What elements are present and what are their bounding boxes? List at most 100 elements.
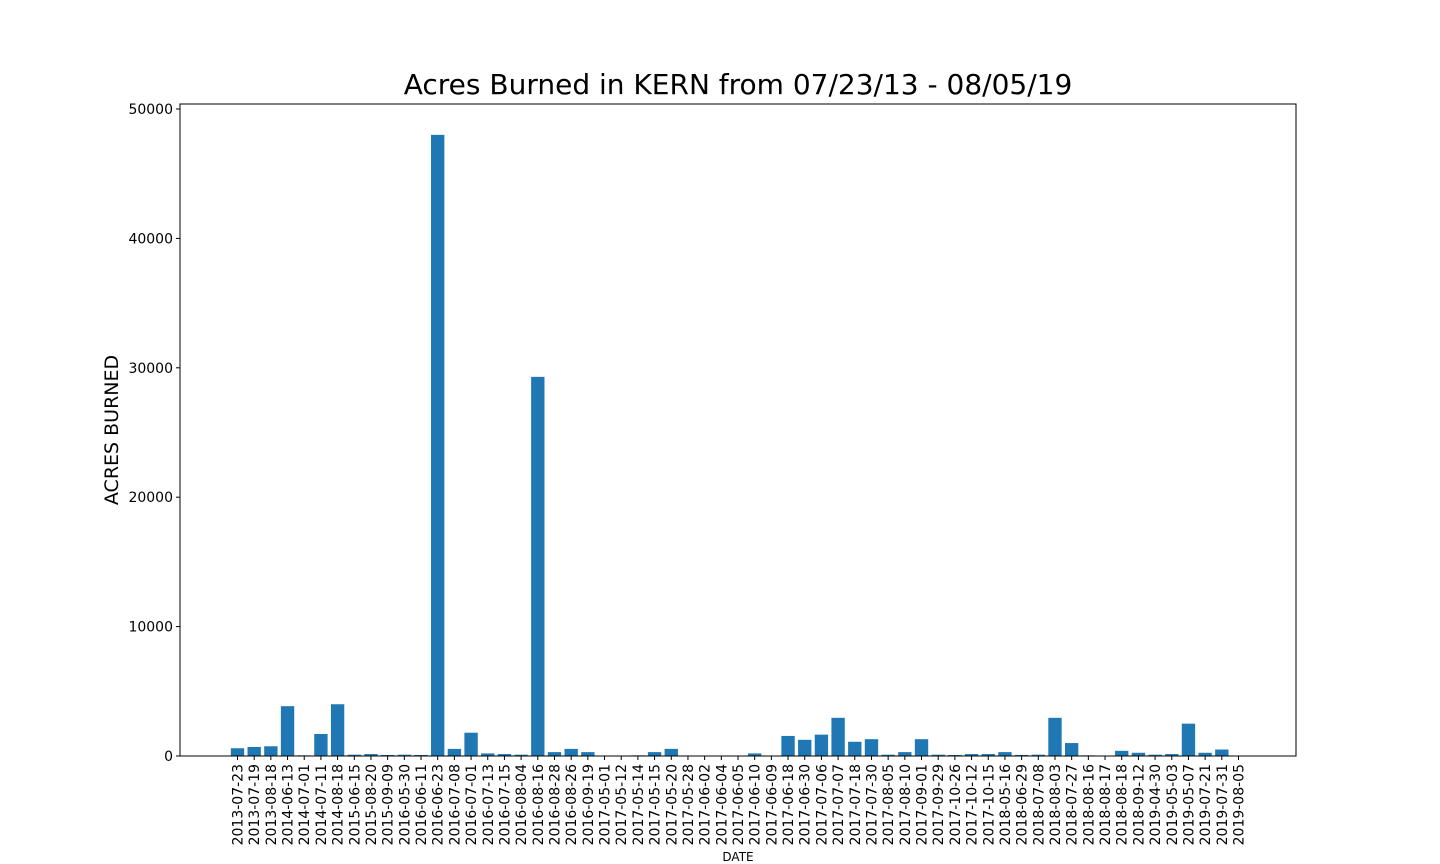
bar <box>848 741 862 756</box>
bar <box>1131 752 1146 756</box>
y-tick-label: 30000 <box>128 361 173 377</box>
bar <box>814 734 829 756</box>
x-tick-label: 2017-06-18 <box>781 764 797 845</box>
x-tick-label: 2016-08-26 <box>564 764 580 845</box>
bar <box>1115 750 1129 756</box>
bar <box>664 748 678 756</box>
x-tick-label: 2017-07-07 <box>831 764 847 845</box>
x-tick-label: 2017-08-05 <box>881 764 897 845</box>
x-tick-label: 2017-05-20 <box>664 764 680 845</box>
x-tick-label: 2017-10-26 <box>948 764 964 845</box>
x-ticks-group: 2013-07-23 2013-07-19 2013-08-18 2014-06-13… <box>231 756 1248 845</box>
x-tick-label: 2017-06-05 <box>731 764 747 845</box>
x-tick-label: 2019-05-07 <box>1181 764 1197 845</box>
x-tick-label: 2017-05-01 <box>598 764 614 845</box>
bar <box>1064 743 1079 756</box>
x-tick-label: 2018-08-03 <box>1048 764 1064 845</box>
x-tick-label: 2018-06-29 <box>1015 764 1031 845</box>
x-tick-label: 2016-07-13 <box>481 764 497 845</box>
x-tick-label: 2017-07-30 <box>864 764 880 845</box>
bar <box>230 748 245 756</box>
x-tick-label: 2017-10-15 <box>981 764 997 845</box>
bar <box>898 752 912 756</box>
x-tick-label: 2019-08-05 <box>1232 764 1248 845</box>
x-axis-label: DATE <box>722 850 753 864</box>
bar <box>314 734 328 756</box>
bar <box>347 754 361 756</box>
bars-group <box>230 134 1229 756</box>
bar <box>380 754 395 756</box>
bar <box>464 732 478 756</box>
bar <box>1181 723 1196 756</box>
bar <box>831 717 845 756</box>
x-tick-label: 2017-06-02 <box>698 764 714 845</box>
x-tick-label: 2018-08-17 <box>1098 764 1114 845</box>
bar <box>514 754 528 756</box>
bar <box>798 739 812 756</box>
x-tick-label: 2017-05-12 <box>614 764 630 845</box>
x-tick-label: 2017-09-29 <box>931 764 947 845</box>
bar <box>1148 754 1162 756</box>
y-ticks-group: 0 10000 20000 30000 40000 50000 <box>128 102 180 765</box>
bar <box>364 754 378 756</box>
x-tick-label: 2018-07-08 <box>1031 764 1047 845</box>
x-tick-label: 2019-07-31 <box>1215 764 1231 845</box>
x-tick-label: 2018-08-16 <box>1081 764 1097 845</box>
bar <box>881 754 895 756</box>
x-tick-label: 2017-06-09 <box>764 764 780 845</box>
bar <box>247 746 261 756</box>
x-tick-label: 2018-09-12 <box>1131 764 1147 845</box>
x-tick-label: 2017-05-14 <box>631 764 647 845</box>
bar <box>481 753 495 756</box>
x-tick-label: 2017-05-28 <box>681 764 697 845</box>
x-tick-label: 2014-07-11 <box>314 764 330 845</box>
bar <box>397 754 412 756</box>
x-tick-label: 2017-05-15 <box>648 764 664 845</box>
x-tick-label: 2014-08-18 <box>331 764 347 845</box>
y-tick-label: 50000 <box>128 102 173 118</box>
bar <box>280 706 295 756</box>
x-tick-label: 2017-10-12 <box>965 764 981 845</box>
bar <box>414 754 428 756</box>
bar <box>981 754 995 756</box>
bar <box>581 752 595 756</box>
y-tick-label: 40000 <box>128 231 173 247</box>
bar <box>948 754 962 756</box>
bar <box>1031 754 1045 756</box>
x-tick-label: 2015-09-09 <box>381 764 397 845</box>
bar <box>497 754 512 756</box>
x-tick-label: 2018-07-27 <box>1065 764 1081 845</box>
x-tick-label: 2016-06-11 <box>414 764 430 845</box>
bar <box>1048 717 1062 756</box>
y-axis-label: ACRES BURNED <box>101 355 123 505</box>
x-tick-label: 2013-07-23 <box>231 764 247 845</box>
x-tick-label: 2016-07-01 <box>464 764 480 845</box>
bar <box>964 754 979 756</box>
x-tick-label: 2017-07-18 <box>848 764 864 845</box>
bar <box>564 748 578 756</box>
x-tick-label: 2019-05-03 <box>1165 764 1181 845</box>
y-tick-label: 0 <box>164 749 173 765</box>
bar <box>914 739 929 756</box>
bar <box>781 735 795 756</box>
x-tick-label: 2016-08-16 <box>531 764 547 845</box>
x-tick-label: 2014-07-01 <box>297 764 313 845</box>
x-tick-label: 2018-05-16 <box>998 764 1014 845</box>
x-tick-label: 2013-07-19 <box>247 764 263 845</box>
x-tick-label: 2013-08-18 <box>264 764 280 845</box>
x-tick-label: 2018-08-18 <box>1115 764 1131 845</box>
bar <box>1198 752 1212 756</box>
bar <box>931 754 945 756</box>
x-tick-label: 2016-08-04 <box>514 764 530 845</box>
x-tick-label: 2017-06-10 <box>748 764 764 845</box>
bar <box>1215 749 1229 756</box>
x-tick-label: 2016-07-15 <box>497 764 513 845</box>
x-tick-label: 2015-06-15 <box>347 764 363 845</box>
bar <box>1014 754 1029 756</box>
bar <box>864 739 879 756</box>
x-tick-label: 2017-07-06 <box>814 764 830 845</box>
x-tick-label: 2016-09-19 <box>581 764 597 845</box>
bar <box>748 753 762 756</box>
bar <box>647 752 662 756</box>
y-tick-label: 10000 <box>128 620 173 636</box>
